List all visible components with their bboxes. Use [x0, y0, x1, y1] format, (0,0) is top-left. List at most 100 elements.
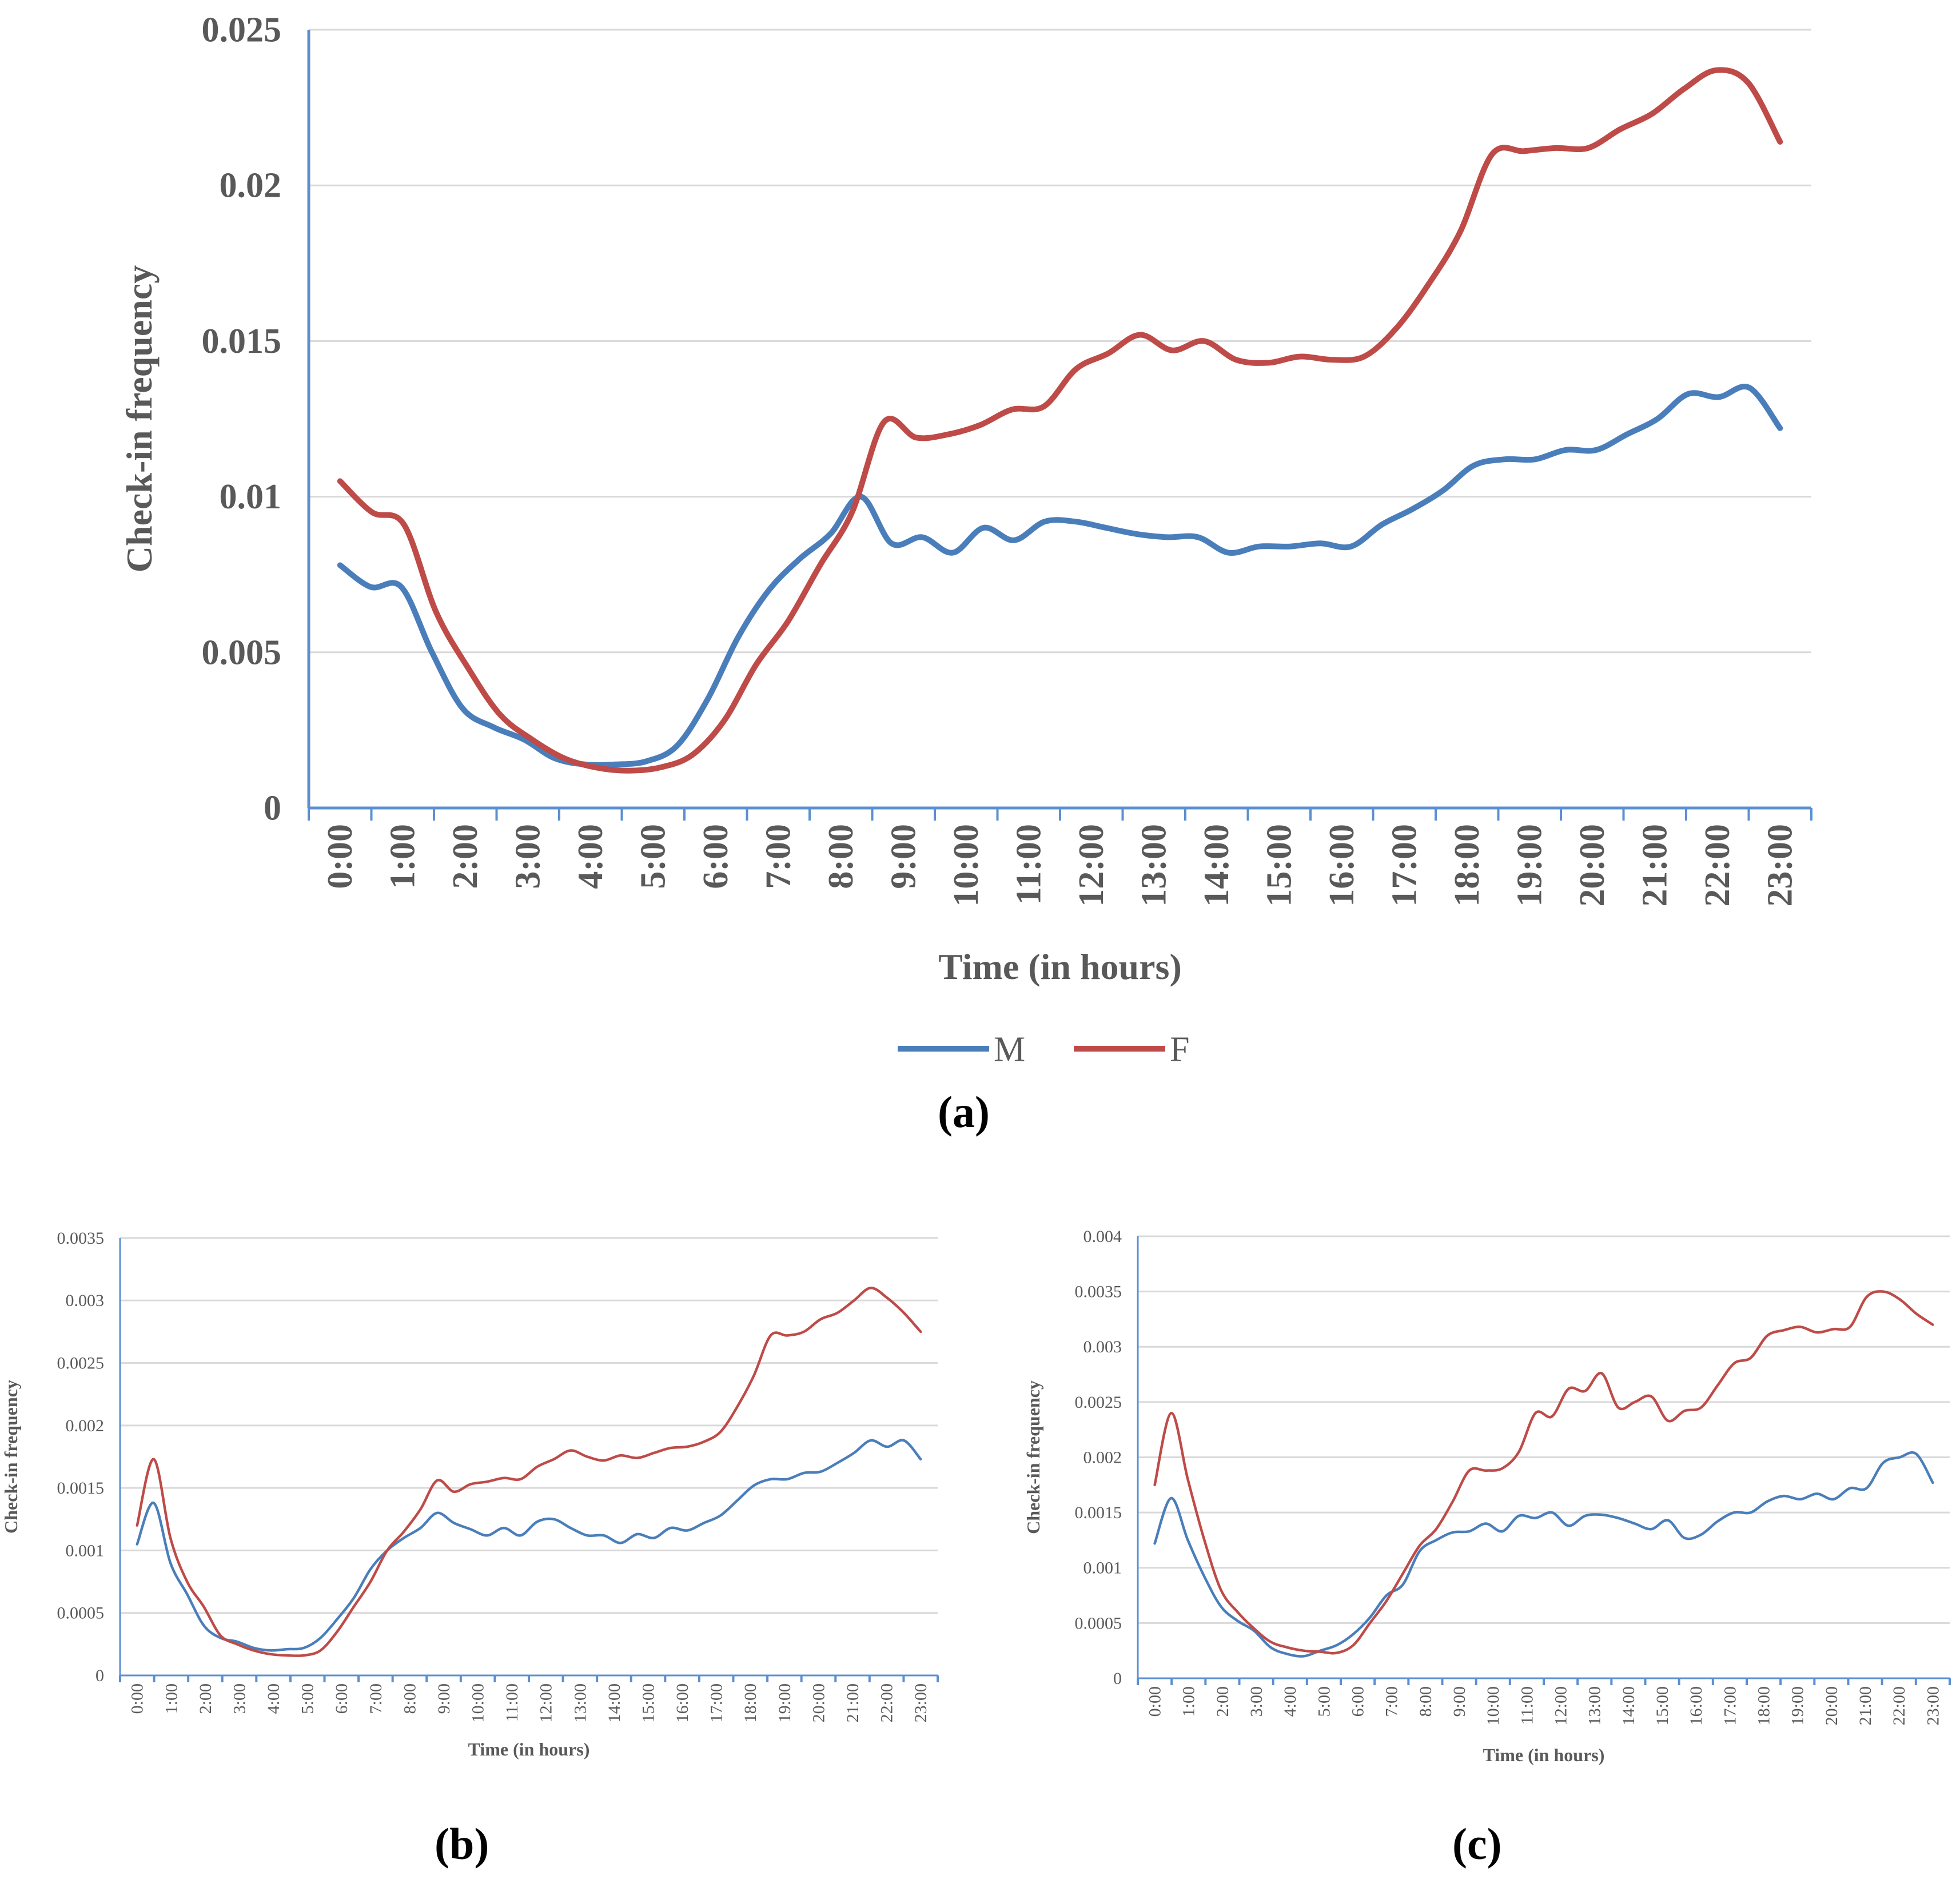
series-line-f	[1153, 1290, 1934, 1655]
x-tick-label: 9:00	[1450, 1686, 1469, 1717]
y-tick-label: 0	[95, 1666, 104, 1685]
x-tick-label: 17:00	[1385, 824, 1424, 907]
x-tick-label: 19:00	[1788, 1686, 1807, 1725]
x-tick-label: 10:00	[469, 1683, 488, 1722]
chart-panel-b: 0 0.0005 0.001 0.0015 0.002 0.0025 0.003 0.0035…	[0, 1212, 961, 1869]
x-tick-label: 11:00	[1517, 1686, 1536, 1725]
y-tick-label: 0.002	[1083, 1448, 1122, 1467]
y-tick-label: 0	[264, 789, 281, 827]
x-tick-label: 3:00	[509, 824, 548, 889]
x-tick-label: 20:00	[1573, 824, 1612, 907]
x-tick-label: 2:00	[196, 1683, 215, 1714]
x-tick-label: 4:00	[1281, 1686, 1300, 1717]
x-tick-label: 13:00	[1135, 824, 1174, 907]
x-tick-label: 12:00	[1072, 824, 1111, 907]
series-line-f	[136, 1287, 922, 1658]
x-tick-label: 19:00	[775, 1683, 794, 1722]
x-tick-label: 13:00	[1585, 1686, 1604, 1725]
x-tick-label: 2:00	[446, 824, 485, 889]
x-tick-label: 5:00	[298, 1683, 317, 1714]
x-tick-label: 8:00	[1416, 1686, 1435, 1717]
y-tick-label: 0.004	[1083, 1227, 1122, 1246]
x-tick-label: 21:00	[843, 1683, 862, 1722]
x-tick-label: 15:00	[639, 1683, 658, 1722]
legend-label-f: F	[1170, 1030, 1189, 1069]
x-tick-label: 2:00	[1213, 1686, 1232, 1717]
x-tick-label: 10:00	[947, 824, 986, 907]
chart-panel-a: 0 0.005 0.01 0.015 0.02 0.025 0:00 1:00 2:00 3:00…	[119, 10, 1812, 1137]
x-tick-label: 21:00	[1636, 824, 1675, 907]
caption-c: (c)	[1452, 1819, 1502, 1869]
x-tick-label: 22:00	[878, 1683, 897, 1722]
y-tick-label: 0.003	[66, 1291, 105, 1310]
x-tick-label: 16:00	[1687, 1686, 1706, 1725]
x-tick-label: 7:00	[1383, 1686, 1401, 1717]
x-tick-label: 18:00	[1448, 824, 1487, 907]
x-tick-label: 1:00	[162, 1683, 181, 1714]
x-tick-label: 8:00	[400, 1683, 419, 1714]
x-tick-label: 8:00	[822, 824, 861, 889]
y-tick-label: 0.01	[220, 477, 282, 516]
y-axis-title: Check-in frequency	[119, 265, 160, 572]
y-tick-label: 0.0005	[1075, 1614, 1122, 1633]
y-tick-label: 0.015	[202, 322, 282, 361]
y-tick-label: 0.005	[202, 633, 282, 672]
y-tick-label: 0	[1113, 1669, 1122, 1688]
x-tick-label: 21:00	[1856, 1686, 1875, 1725]
y-axis-title: Check-in frequency	[1, 1380, 21, 1534]
y-axis-title: Check-in frequency	[1023, 1380, 1043, 1534]
y-tick-label: 0.001	[66, 1541, 105, 1560]
y-tick-label: 0.003	[1083, 1337, 1122, 1356]
x-tick-label: 1:00	[1180, 1686, 1198, 1717]
x-axis-title: Time (in hours)	[1483, 1745, 1605, 1765]
x-tick-label: 0:00	[128, 1683, 147, 1714]
y-tick-label: 0.0015	[57, 1479, 105, 1498]
x-tick-label: 18:00	[741, 1683, 760, 1722]
x-tick-label: 5:00	[1314, 1686, 1333, 1717]
x-tick-label: 12:00	[537, 1683, 556, 1722]
x-tick-label: 15:00	[1653, 1686, 1672, 1725]
x-tick-label: 17:00	[1720, 1686, 1739, 1725]
x-tick-label: 0:00	[321, 824, 360, 889]
y-tick-label: 0.0035	[1075, 1283, 1122, 1301]
x-tick-label: 22:00	[1698, 824, 1737, 907]
x-tick-label: 6:00	[1348, 1686, 1367, 1717]
chart-panel-c: 0 0.0005 0.001 0.0015 0.002 0.0025 0.003 0.0035…	[1006, 1212, 1960, 1869]
y-tick-label: 0.02	[220, 166, 282, 205]
legend-label-m: M	[994, 1030, 1025, 1069]
y-tick-label: 0.0005	[57, 1604, 105, 1623]
x-tick-label: 14:00	[1619, 1686, 1638, 1725]
x-tick-label: 3:00	[1247, 1686, 1266, 1717]
x-tick-label: 23:00	[1761, 824, 1800, 907]
series-line-f	[337, 67, 1783, 774]
x-axis-title: Time (in hours)	[468, 1739, 590, 1759]
x-tick-label: 23:00	[911, 1683, 930, 1722]
x-tick-label: 17:00	[707, 1683, 726, 1722]
chart-b: 0 0.0005 0.001 0.0015 0.002 0.0025 0.003 0.0035…	[1, 1229, 939, 1759]
caption-a: (a)	[938, 1087, 990, 1137]
y-tick-label: 0.001	[1083, 1559, 1122, 1578]
x-tick-label: 5:00	[634, 824, 673, 889]
x-tick-label: 11:00	[1010, 824, 1049, 905]
x-tick-label: 4:00	[264, 1683, 283, 1714]
y-tick-label: 0.025	[202, 10, 282, 49]
x-tick-label: 15:00	[1260, 824, 1299, 907]
series-line-m	[1153, 1451, 1934, 1658]
x-tick-label: 23:00	[1923, 1686, 1942, 1725]
x-tick-label: 1:00	[384, 824, 423, 889]
x-tick-label: 19:00	[1511, 824, 1549, 907]
series-line-m	[136, 1439, 922, 1652]
y-tick-label: 0.0035	[57, 1229, 105, 1248]
x-tick-label: 20:00	[1822, 1686, 1841, 1725]
x-tick-label: 14:00	[605, 1683, 624, 1722]
x-tick-label: 7:00	[366, 1683, 385, 1714]
y-tick-label: 0.002	[66, 1416, 105, 1435]
x-tick-label: 16:00	[673, 1683, 692, 1722]
caption-b: (b)	[435, 1819, 489, 1869]
series-line-m	[337, 384, 1783, 768]
y-tick-label: 0.0025	[1075, 1393, 1122, 1412]
x-tick-label: 11:00	[503, 1683, 521, 1722]
y-tick-label: 0.0025	[57, 1353, 105, 1372]
x-axis-title: Time (in hours)	[938, 946, 1182, 987]
x-tick-label: 14:00	[1197, 824, 1236, 907]
